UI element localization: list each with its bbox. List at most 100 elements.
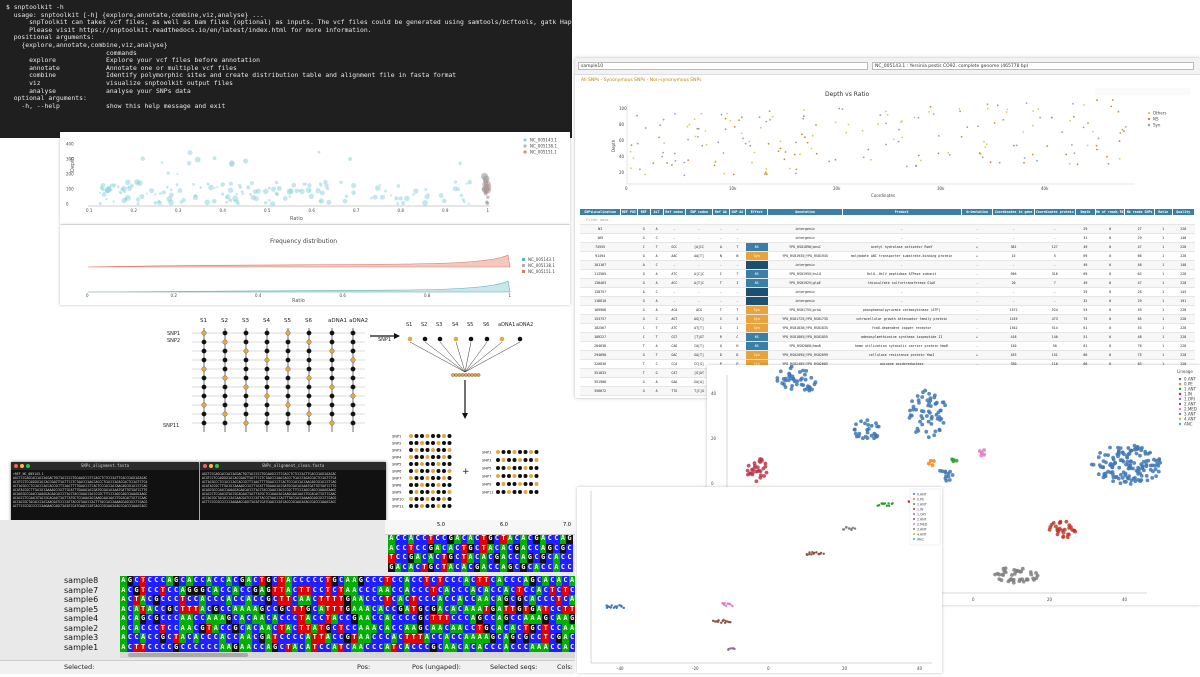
column-header[interactable]: Coordinates in gene [992,208,1035,216]
zoom-icon[interactable] [215,464,219,468]
column-header[interactable]: Effect [745,208,769,216]
nucleotide-cell[interactable]: C [430,633,437,643]
column-header[interactable]: Coordinates protein [1033,208,1076,216]
nucleotide-cell[interactable]: C [476,585,483,595]
nucleotide-cell[interactable]: C [562,595,569,605]
nucleotide-cell[interactable]: A [480,553,487,563]
nucleotide-cell[interactable]: G [199,585,206,595]
filter-nav-label[interactable]: All SNPs - Synonymous SNPs - Non-synonym… [581,78,702,83]
nucleotide-cell[interactable]: T [304,585,312,595]
nucleotide-cell[interactable]: C [562,576,569,586]
nucleotide-cell[interactable]: A [496,595,503,605]
nucleotide-cell[interactable]: T [427,534,435,544]
nucleotide-cell[interactable]: T [172,633,180,643]
nucleotide-cell[interactable]: A [476,604,483,614]
nucleotide-cell[interactable]: A [304,633,312,643]
nucleotide-cell[interactable]: C [126,614,134,624]
nucleotide-cell[interactable]: C [172,595,180,605]
nucleotide-cell[interactable]: C [271,604,279,614]
nucleotide-cell[interactable]: A [370,623,378,633]
nucleotide-cell[interactable]: G [483,623,490,633]
nucleotide-cell[interactable]: C [370,604,378,614]
nucleotide-cell[interactable]: C [549,576,556,586]
nucleotide-cell[interactable]: A [232,604,239,614]
nucleotide-cell[interactable]: C [311,585,318,595]
nucleotide-cell[interactable]: A [450,642,457,652]
nucleotide-cell[interactable]: C [159,595,167,605]
nucleotide-cell[interactable]: C [390,595,398,605]
nucleotide-cell[interactable]: C [469,595,477,605]
nucleotide-cell[interactable]: C [205,604,213,614]
nucleotide-cell[interactable]: G [258,633,266,643]
nucleotide-cell[interactable]: G [430,642,437,652]
nucleotide-cell[interactable]: G [357,576,365,586]
nucleotide-cell[interactable]: C [489,595,497,605]
nucleotide-cell[interactable]: G [526,553,534,563]
nucleotide-cell[interactable]: T [324,585,332,595]
filter-input[interactable] [1154,215,1172,225]
nucleotide-cell[interactable]: C [450,576,457,586]
nucleotide-cell[interactable]: A [467,553,474,563]
nucleotide-cell[interactable]: T [271,633,279,643]
nucleotide-cell[interactable]: T [139,576,147,586]
nucleotide-cell[interactable]: C [410,576,417,586]
nucleotide-cell[interactable]: T [139,642,147,652]
nucleotide-cell[interactable]: A [496,576,503,586]
nucleotide-cell[interactable]: C [410,614,417,624]
nucleotide-cell[interactable]: C [205,585,213,595]
nucleotide-cell[interactable]: C [205,633,213,643]
nucleotide-cell[interactable]: C [542,585,549,595]
nucleotide-cell[interactable]: C [153,642,160,652]
nucleotide-cell[interactable]: C [291,595,299,605]
nucleotide-cell[interactable]: C [546,553,553,563]
nucleotide-cell[interactable]: C [496,585,503,595]
nucleotide-cell[interactable]: C [436,633,444,643]
nucleotide-cell[interactable]: A [120,614,127,624]
filter-input[interactable]: Filter data... [579,215,621,225]
nucleotide-cell[interactable]: A [423,633,431,643]
nucleotide-cell[interactable]: C [522,585,530,595]
nucleotide-cell[interactable]: A [232,585,239,595]
nucleotide-cell[interactable]: C [417,576,424,586]
nucleotide-cell[interactable]: A [403,604,411,614]
nucleotide-cell[interactable]: C [397,614,404,624]
nucleotide-cell[interactable]: C [126,633,134,643]
sample-name[interactable]: sample8 [64,576,99,585]
column-header[interactable]: Quality [1171,208,1195,216]
nucleotide-cell[interactable]: T [298,585,305,595]
nucleotide-cell[interactable]: G [427,562,435,572]
nucleotide-cell[interactable]: C [252,623,259,633]
nucleotide-cell[interactable]: A [377,585,384,595]
nucleotide-cell[interactable]: T [159,623,167,633]
nucleotide-cell[interactable]: A [476,633,483,643]
nucleotide-cell[interactable]: A [377,604,384,614]
nucleotide-cell[interactable]: C [318,614,325,624]
nucleotide-cell[interactable]: A [443,642,450,652]
nucleotide-cell[interactable]: A [271,614,279,624]
nucleotide-cell[interactable]: T [480,534,487,544]
close-icon[interactable] [203,464,207,468]
nucleotide-cell[interactable]: G [568,614,575,624]
nucleotide-cell[interactable]: A [351,642,358,652]
nucleotide-cell[interactable]: T [278,585,285,595]
nucleotide-cell[interactable]: C [553,543,560,553]
nucleotide-cell[interactable]: G [447,534,454,544]
nucleotide-cell[interactable]: C [493,543,501,553]
nucleotide-cell[interactable]: A [454,534,461,544]
nucleotide-cell[interactable]: A [245,595,252,605]
sample-select[interactable]: sample10 [578,62,868,70]
nucleotide-cell[interactable]: C [454,553,461,563]
nucleotide-cell[interactable]: G [232,642,239,652]
nucleotide-cell[interactable]: C [186,642,193,652]
nucleotide-cell[interactable]: A [390,633,398,643]
nucleotide-cell[interactable]: C [436,585,444,595]
nucleotide-cell[interactable]: A [539,534,547,544]
nucleotide-cell[interactable]: C [568,633,575,643]
nucleotide-cell[interactable]: A [225,595,233,605]
nucleotide-cell[interactable]: A [351,585,358,595]
nucleotide-cell[interactable]: G [417,623,424,633]
table-row[interactable]: 165 G C - - - - intergenic - - - -31 0 29 1 148 [579,233,1195,243]
nucleotide-cell[interactable]: A [331,642,338,652]
nucleotide-cell[interactable]: C [509,585,516,595]
nucleotide-cell[interactable]: T [318,633,325,643]
